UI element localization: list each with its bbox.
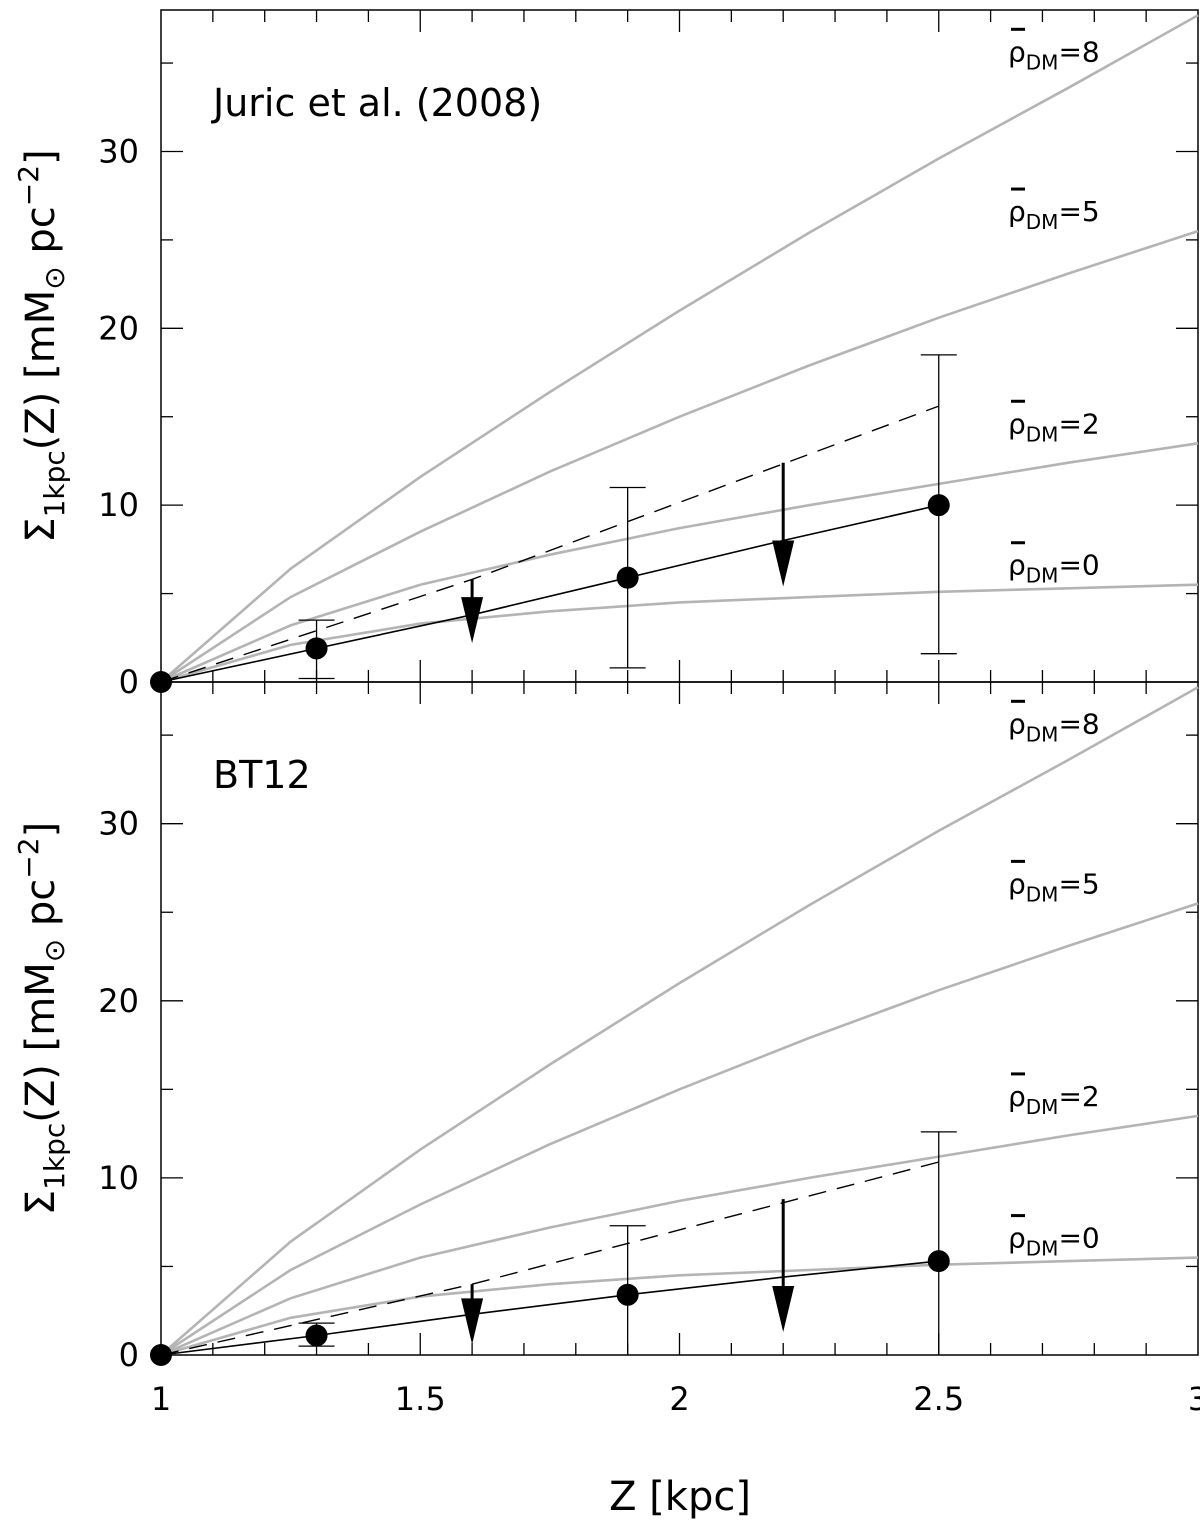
model-curve-ρDM=8 [160, 686, 1199, 1356]
model-label: ρDM=5 [1008, 867, 1100, 906]
y-tick-label: 0 [119, 1336, 139, 1374]
axis-ticks [161, 10, 1198, 1355]
y-axis-title: Σ1kpc(Z) [mM⊙ pc−2] [12, 149, 71, 542]
model-curve-ρDM=0 [160, 583, 1199, 684]
x-tick-label: 2.5 [913, 1380, 964, 1418]
model-curve-ρDM=2 [160, 442, 1199, 684]
y-tick-label: 10 [98, 486, 139, 524]
y-tick-label: 20 [98, 982, 139, 1020]
x-tick-label: 1 [151, 1380, 171, 1418]
data-point [305, 1324, 328, 1347]
upper-limit-arrowhead [461, 597, 484, 644]
data-point [150, 1344, 172, 1366]
data-point [305, 637, 328, 660]
model-label: ρDM=0 [1008, 1222, 1100, 1261]
solid-line [160, 504, 939, 683]
model-curve-ρDM=0 [160, 1256, 1199, 1357]
y-axis-title: Σ1kpc(Z) [mM⊙ pc−2] [12, 822, 71, 1215]
panel-label: Juric et al. (2008) [211, 81, 542, 125]
data-point [616, 1283, 639, 1306]
data-point [616, 566, 639, 589]
dashed-line [160, 1161, 939, 1356]
upper-limit-arrowhead [772, 540, 795, 587]
upper-limit-arrowhead [772, 1285, 795, 1332]
y-tick-label: 30 [98, 805, 139, 843]
model-label: ρDM=8 [1008, 707, 1100, 746]
data-point [927, 1250, 950, 1273]
model-curve-ρDM=8 [160, 14, 1199, 683]
model-label: ρDM=2 [1008, 1080, 1100, 1119]
x-axis-title: Z [kpc] [609, 1474, 751, 1520]
y-tick-label: 20 [98, 309, 139, 347]
model-label: ρDM=2 [1008, 407, 1100, 446]
x-tick-label: 1.5 [395, 1380, 446, 1418]
y-tick-label: 10 [98, 1159, 139, 1197]
panel-label: BT12 [213, 753, 311, 797]
model-curve-ρDM=5 [160, 229, 1199, 684]
solid-line [160, 1260, 939, 1356]
y-tick-label: 0 [119, 663, 139, 701]
x-tick-label: 2 [669, 1380, 689, 1418]
annotations: ρDM=8 ρDM=5 ρDM=2 ρDM=0 Juric et al. (2008) Σ… [12, 27, 1100, 1261]
model-label: ρDM=5 [1008, 195, 1100, 234]
model-label: ρDM=0 [1008, 549, 1100, 588]
model-curve-ρDM=5 [160, 902, 1199, 1357]
dashed-line [160, 405, 940, 683]
model-curves [160, 14, 1199, 1357]
data-layer [150, 354, 957, 1366]
data-point [150, 671, 172, 693]
y-tick-label: 30 [98, 132, 139, 170]
data-point [927, 494, 950, 517]
model-curve-ρDM=2 [160, 1114, 1199, 1357]
upper-limit-arrowhead [461, 1298, 484, 1345]
x-tick-label: 3 [1188, 1380, 1200, 1418]
model-label: ρDM=8 [1008, 35, 1100, 74]
tick-labels: 0 10 20 30 0 10 20 30 1 1.5 2 2.5 3 [98, 132, 1200, 1418]
